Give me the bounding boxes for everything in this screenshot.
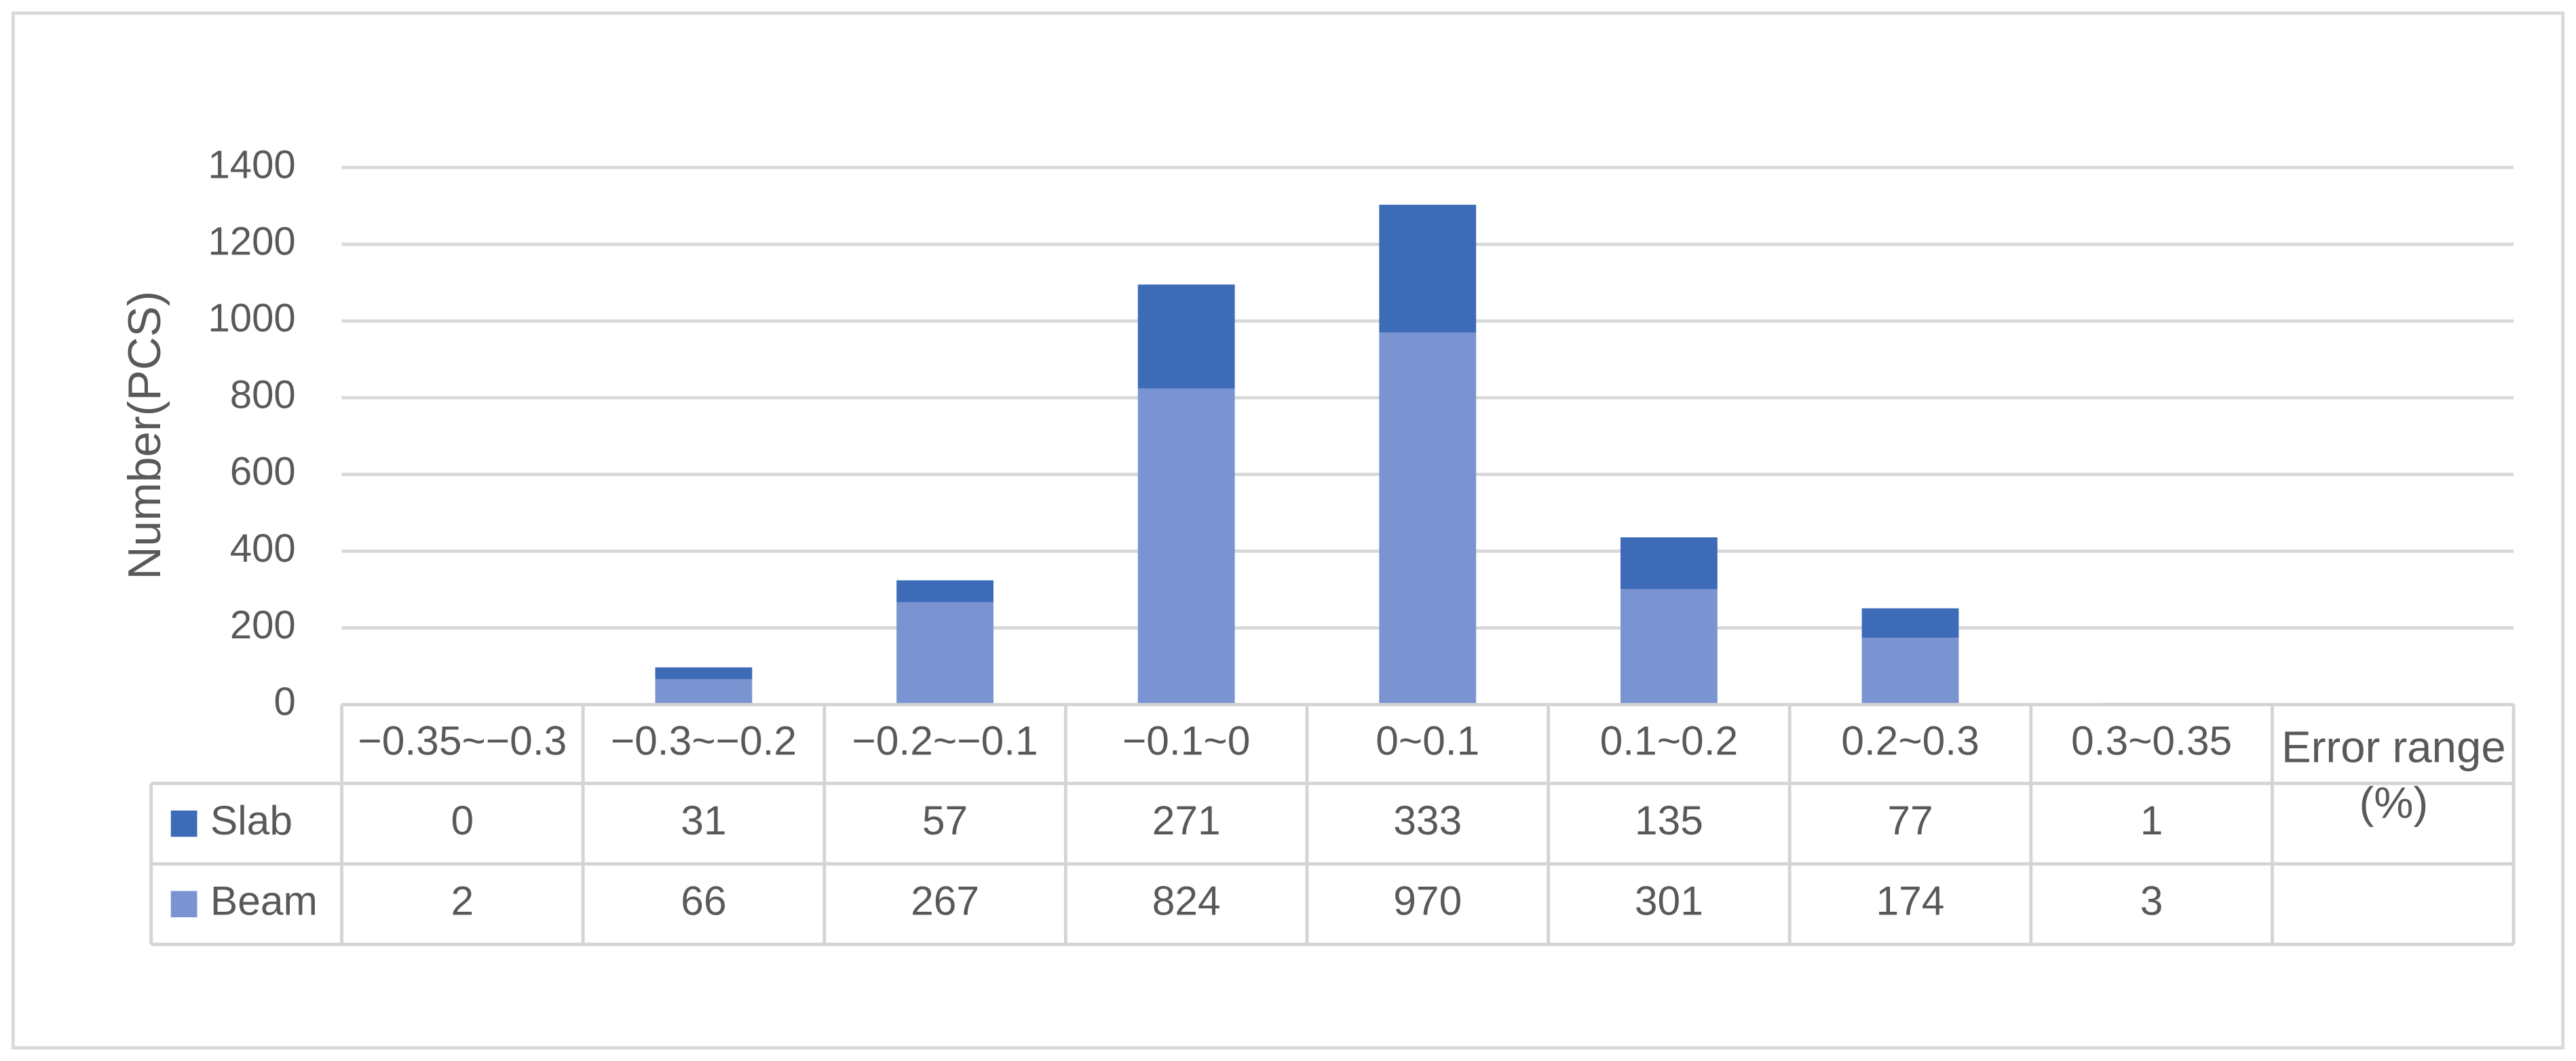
table-value: 66 — [681, 878, 726, 924]
x-tick-label: −0.35~−0.3 — [358, 718, 567, 764]
bar-segment — [1861, 638, 1959, 705]
legend-label: Slab — [210, 797, 292, 843]
x-tick-label: −0.2~−0.1 — [852, 718, 1038, 764]
bar-segment — [896, 580, 993, 602]
table-value: 2 — [451, 878, 474, 924]
table-value: 267 — [911, 878, 979, 924]
y-tick-label: 400 — [230, 526, 296, 571]
bar-segment — [655, 679, 753, 705]
table-value: 824 — [1152, 878, 1221, 924]
x-tick-label: 0~0.1 — [1376, 718, 1479, 764]
y-axis-label: Number(PCS) — [119, 291, 170, 579]
y-tick-label: 800 — [230, 373, 296, 417]
table-value: 301 — [1635, 878, 1703, 924]
bar-segment — [1137, 284, 1235, 389]
x-tick-label: −0.1~0 — [1122, 718, 1250, 764]
legend-label: Beam — [210, 878, 318, 924]
bar-segment — [896, 602, 993, 705]
table-value: 970 — [1393, 878, 1462, 924]
table-value: 1 — [2140, 797, 2163, 843]
table-value: 0 — [451, 797, 474, 843]
legend-swatch — [170, 891, 197, 918]
y-tick-label: 1400 — [208, 142, 296, 187]
bar-segment — [1620, 589, 1718, 705]
table-value: 174 — [1876, 878, 1945, 924]
y-tick-label: 1000 — [208, 296, 296, 341]
legend-swatch — [170, 810, 197, 837]
y-tick-label: 0 — [273, 680, 295, 724]
bar-segment — [655, 667, 753, 680]
table-value: 333 — [1393, 797, 1462, 843]
bar-segment — [1379, 332, 1477, 705]
x-tick-label: 0.3~0.35 — [2071, 718, 2232, 764]
y-tick-label: 600 — [230, 450, 296, 494]
x-axis-label-box: Error range (%) — [2281, 722, 2506, 828]
bar-segment — [1379, 204, 1477, 333]
table-value: 77 — [1887, 797, 1933, 843]
table-value: 135 — [1635, 797, 1703, 843]
bar-segment — [1620, 537, 1718, 590]
x-tick-label: 0.1~0.2 — [1600, 718, 1739, 764]
x-tick-label: −0.3~−0.2 — [611, 718, 797, 764]
table-value: 3 — [2140, 878, 2163, 924]
y-tick-label: 200 — [230, 603, 296, 647]
x-tick-label: 0.2~0.3 — [1841, 718, 1980, 764]
y-tick-label: 1200 — [208, 219, 296, 263]
table-value: 31 — [681, 797, 726, 843]
bar-segment — [1861, 608, 1959, 638]
chart-border — [11, 11, 2565, 1050]
x-axis-label: Error range (%) — [2281, 722, 2506, 828]
table-value: 57 — [922, 797, 968, 843]
bar-segment — [1137, 388, 1235, 705]
table-value: 271 — [1152, 797, 1221, 843]
